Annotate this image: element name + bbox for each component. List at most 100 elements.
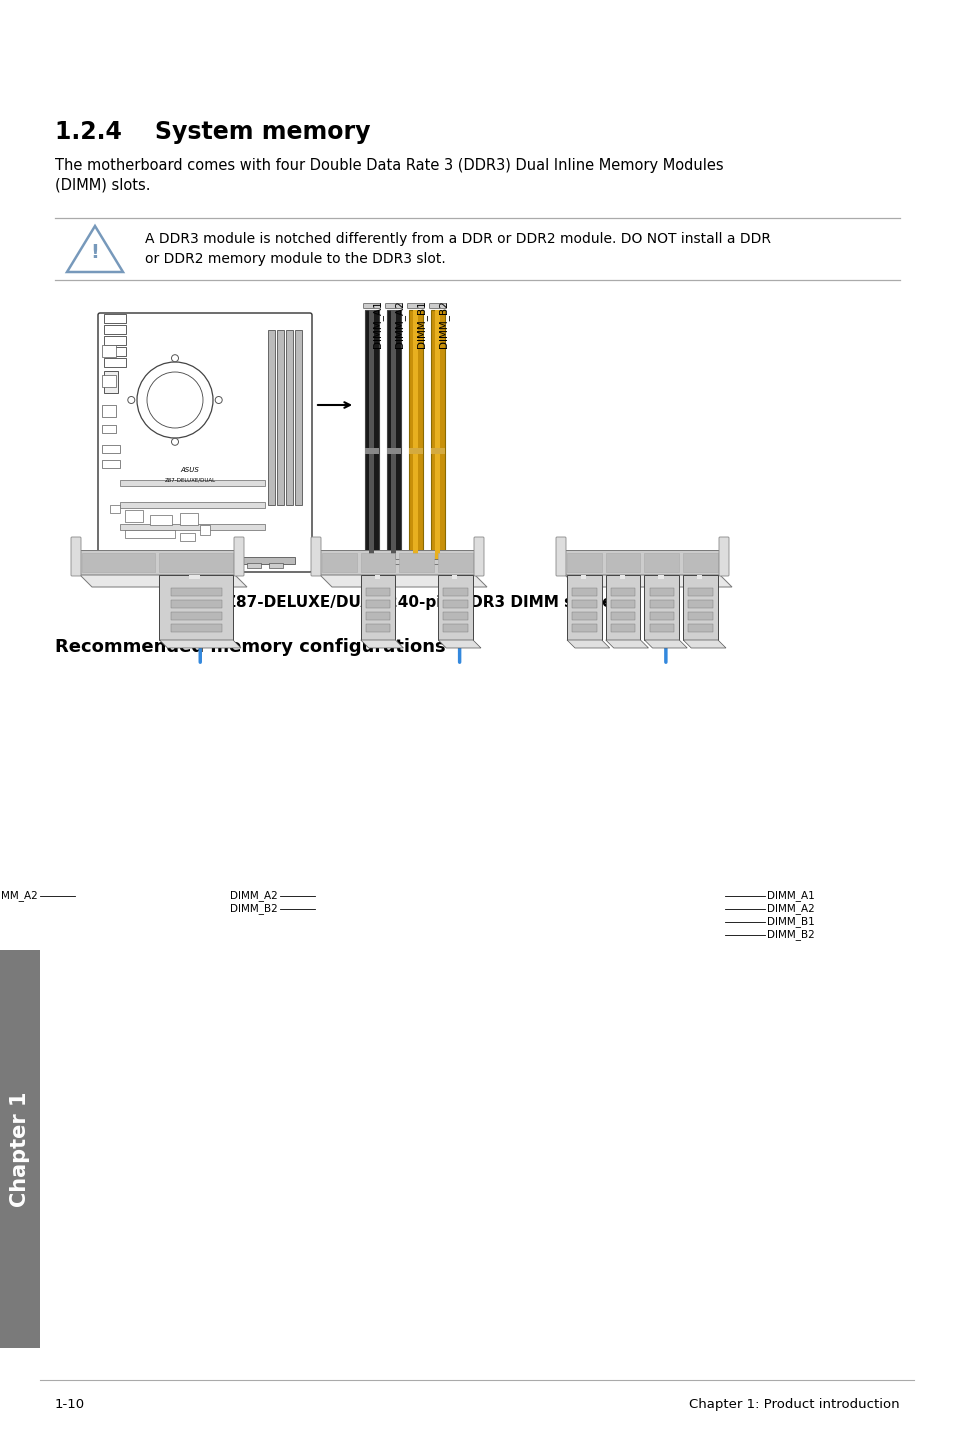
Bar (225, 564, 239, 568)
Text: DIMM_A2: DIMM_A2 (0, 890, 38, 902)
Bar (171, 600, 222, 608)
Bar (104, 358, 126, 367)
Bar (365, 311, 378, 559)
Bar (610, 613, 635, 620)
FancyBboxPatch shape (385, 303, 402, 309)
Bar (137, 564, 151, 568)
Bar (572, 600, 596, 608)
Bar (365, 447, 378, 453)
Bar (682, 575, 718, 640)
FancyBboxPatch shape (556, 536, 565, 577)
Bar (435, 311, 439, 559)
Bar (268, 329, 274, 505)
Bar (688, 600, 712, 608)
Bar (150, 515, 172, 525)
Bar (294, 329, 302, 505)
Bar (125, 510, 143, 522)
Bar (566, 575, 601, 640)
Text: Chapter 1: Chapter 1 (10, 1091, 30, 1206)
Bar (649, 600, 674, 608)
Text: 1.2.4    System memory: 1.2.4 System memory (55, 119, 370, 144)
Bar (125, 531, 174, 538)
Text: ASUS: ASUS (180, 467, 199, 473)
Text: Recommended memory configurations: Recommended memory configurations (55, 638, 445, 656)
Bar (104, 371, 118, 393)
Text: DIMM_B1: DIMM_B1 (416, 301, 426, 348)
Text: The motherboard comes with four Double Data Rate 3 (DDR3) Dual Inline Memory Mod: The motherboard comes with four Double D… (55, 158, 723, 173)
Bar (102, 426, 116, 433)
Bar (102, 460, 120, 467)
Bar (115, 564, 129, 568)
Bar (120, 480, 265, 486)
FancyBboxPatch shape (429, 559, 446, 565)
Bar (104, 325, 126, 334)
Bar (658, 575, 663, 580)
Bar (697, 575, 701, 580)
Text: DIMM_A2: DIMM_A2 (230, 890, 277, 902)
FancyBboxPatch shape (363, 559, 380, 565)
Bar (375, 575, 379, 580)
Polygon shape (360, 640, 403, 649)
FancyBboxPatch shape (71, 536, 81, 577)
Bar (409, 311, 422, 559)
Circle shape (172, 355, 178, 362)
Bar (610, 624, 635, 631)
Bar (688, 588, 712, 595)
Bar (688, 613, 712, 620)
Text: DIMM_A2: DIMM_A2 (394, 301, 404, 348)
Bar (104, 313, 126, 324)
Bar (413, 311, 417, 559)
Bar (610, 600, 635, 608)
Bar (360, 575, 395, 640)
Bar (366, 613, 390, 620)
Bar (360, 554, 395, 572)
Bar (605, 554, 639, 572)
Bar (572, 624, 596, 631)
FancyBboxPatch shape (474, 536, 483, 577)
Text: DIMM_A1: DIMM_A1 (766, 890, 814, 902)
Bar (644, 575, 679, 640)
Polygon shape (566, 640, 609, 649)
Polygon shape (159, 640, 241, 649)
Bar (682, 554, 718, 572)
Bar (431, 447, 444, 453)
Polygon shape (564, 549, 720, 575)
Bar (102, 345, 116, 357)
Text: (DIMM) slots.: (DIMM) slots. (55, 178, 151, 193)
Bar (269, 564, 283, 568)
Circle shape (172, 439, 178, 446)
Text: 1-10: 1-10 (55, 1398, 85, 1411)
Bar (580, 575, 585, 580)
Bar (366, 588, 390, 595)
FancyBboxPatch shape (311, 536, 320, 577)
FancyBboxPatch shape (407, 559, 424, 565)
Bar (605, 575, 639, 640)
Polygon shape (682, 640, 725, 649)
Polygon shape (319, 575, 486, 587)
Polygon shape (605, 640, 648, 649)
Bar (203, 564, 216, 568)
Text: DIMM_B2: DIMM_B2 (230, 903, 277, 915)
Bar (452, 575, 456, 580)
Text: or DDR2 memory module to the DDR3 slot.: or DDR2 memory module to the DDR3 slot. (145, 252, 445, 266)
Polygon shape (80, 575, 247, 587)
Bar (159, 575, 233, 640)
FancyBboxPatch shape (429, 303, 446, 309)
Bar (688, 624, 712, 631)
Bar (102, 375, 116, 387)
FancyBboxPatch shape (233, 536, 244, 577)
Bar (181, 564, 194, 568)
Polygon shape (437, 640, 480, 649)
Bar (200, 525, 210, 535)
Bar (189, 575, 200, 580)
Bar (619, 575, 624, 580)
Bar (247, 564, 261, 568)
FancyBboxPatch shape (407, 303, 424, 309)
Text: DIMM_B1: DIMM_B1 (766, 916, 814, 928)
Bar (180, 513, 198, 525)
Bar (443, 624, 467, 631)
Polygon shape (644, 640, 686, 649)
FancyBboxPatch shape (385, 559, 402, 565)
Circle shape (128, 397, 134, 404)
Text: Z87-DELUXE/DUAL: Z87-DELUXE/DUAL (164, 477, 215, 483)
